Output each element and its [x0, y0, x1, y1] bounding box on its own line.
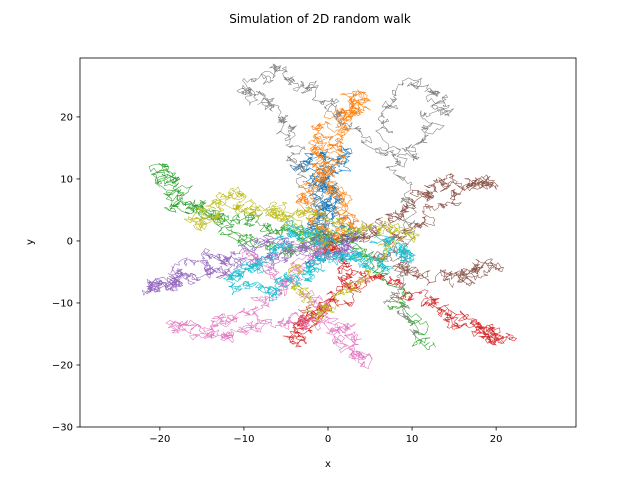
x-tick-label: 10	[406, 434, 419, 445]
x-tick-label: 20	[490, 434, 503, 445]
y-tick-label: −20	[52, 360, 73, 371]
y-axis-ticks: −30 −20 −10 0 10 20	[52, 112, 80, 434]
y-tick-label: −30	[52, 423, 73, 434]
walk-series-line	[322, 173, 504, 288]
y-tick-label: 10	[60, 174, 73, 185]
x-tick-label: −10	[233, 434, 254, 445]
walk-lines	[142, 63, 517, 369]
y-axis-label: y	[25, 239, 36, 245]
y-tick-label: 0	[67, 236, 73, 247]
walk-series-line	[282, 238, 517, 348]
x-tick-label: −20	[149, 434, 170, 445]
walk-series-line	[236, 63, 454, 341]
x-tick-label: 0	[325, 434, 331, 445]
walk-series-line	[148, 163, 436, 350]
walk-series-line	[184, 186, 420, 323]
walk-series-line	[165, 239, 373, 369]
chart-title: Simulation of 2D random walk	[229, 12, 411, 26]
y-tick-label: −10	[52, 298, 73, 309]
walk-series-line	[223, 219, 416, 302]
x-axis-ticks: −20 −10 0 10 20	[149, 427, 503, 445]
x-axis-label: x	[325, 459, 331, 470]
y-tick-label: 20	[60, 112, 73, 123]
